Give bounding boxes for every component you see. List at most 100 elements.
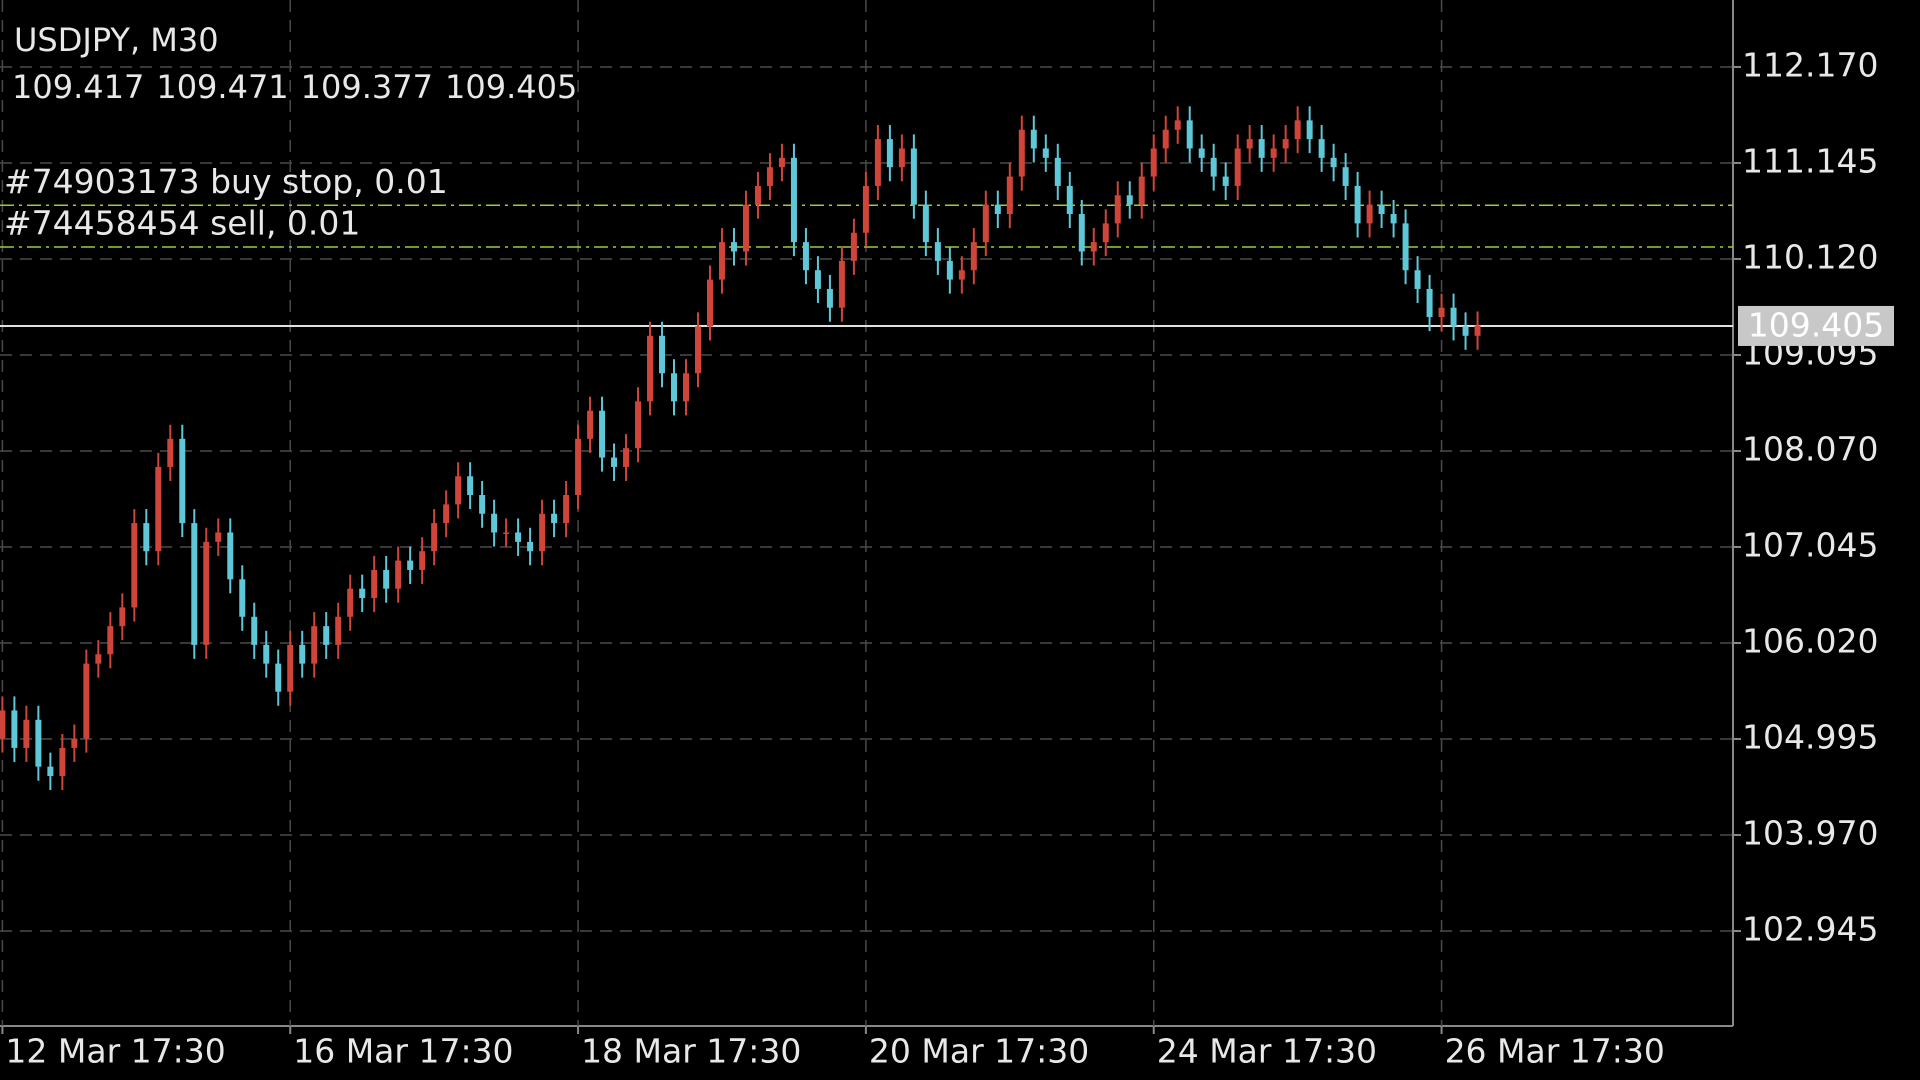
candle-body (910, 148, 917, 205)
candle-body (515, 532, 522, 542)
candle-body (1090, 242, 1097, 252)
candle-body (1054, 157, 1061, 186)
x-tick-label: 12 Mar 17:30 (5, 1032, 225, 1071)
candle-body (850, 232, 857, 261)
candle-body (1234, 148, 1241, 186)
order-label: #74458454 sell, 0.01 (4, 203, 360, 242)
candle-body (1198, 148, 1205, 158)
x-tick-label: 26 Mar 17:30 (1445, 1032, 1665, 1071)
candle-body (1474, 325, 1481, 336)
candle-body (766, 167, 773, 186)
candle-body (898, 148, 905, 168)
candle-body (383, 569, 390, 589)
candle-body (311, 626, 318, 664)
candle-body (191, 523, 198, 645)
candle-body (1402, 223, 1409, 271)
candle-body (479, 495, 486, 514)
candle-body (1126, 195, 1133, 205)
candle-body (323, 626, 330, 645)
candle-body (59, 747, 66, 777)
chart-title: USDJPY, M30 (14, 21, 219, 59)
candle-body (1378, 204, 1385, 215)
candle-body (1282, 139, 1289, 149)
candle-body (874, 139, 881, 186)
candle-body (814, 270, 821, 289)
candle-body (671, 373, 678, 402)
candle-body (419, 551, 426, 570)
candle-body (1030, 129, 1037, 149)
y-tick-label: 104.995 (1742, 718, 1878, 757)
candle-body (659, 335, 666, 374)
candle-body (958, 270, 965, 280)
candle-body (1018, 129, 1025, 177)
candle-body (730, 242, 737, 252)
candle-body (143, 523, 150, 552)
candle-body (946, 260, 953, 280)
candle-body (167, 438, 174, 467)
candle-body (1102, 223, 1109, 243)
candle-body (551, 513, 558, 524)
candle-body (11, 710, 18, 748)
candles (0, 106, 1481, 791)
candle-body (275, 663, 282, 692)
candle-body (299, 644, 306, 664)
candle-body (347, 588, 354, 617)
ohlc-value: 109.377 (301, 68, 433, 106)
y-tick-label: 112.170 (1742, 45, 1878, 84)
candle-body (431, 523, 438, 552)
x-tick-label: 20 Mar 17:30 (869, 1032, 1089, 1071)
candle-body (599, 410, 606, 458)
candle-body (47, 766, 54, 777)
labels: USDJPY, M30 109.417 109.471 109.377 109.405… (4, 21, 1894, 1071)
candle-body (1270, 148, 1277, 158)
candle-body (503, 532, 510, 534)
candle-body (1414, 270, 1421, 289)
y-tick-label: 102.945 (1742, 910, 1878, 949)
y-tick-label: 107.045 (1742, 526, 1878, 565)
candle-body (1318, 139, 1325, 158)
candle-body (83, 663, 90, 739)
candle-body (1114, 195, 1121, 224)
y-tick-label: 111.145 (1742, 141, 1878, 180)
candle-body (754, 185, 761, 205)
candle-body (575, 438, 582, 496)
candle-body (994, 204, 1001, 215)
candle-body (1294, 120, 1301, 140)
candle-body (359, 588, 366, 599)
candle-body (239, 579, 246, 617)
candle-body (934, 242, 941, 261)
candle-body (706, 279, 713, 327)
candle-body (1186, 120, 1193, 149)
candle-body (1450, 307, 1457, 327)
candle-body (886, 139, 893, 168)
candle-body (1366, 204, 1373, 224)
candle-body (1390, 214, 1397, 224)
candle-body (1222, 176, 1229, 186)
candle-body (371, 569, 378, 599)
candle-body (1246, 139, 1253, 149)
y-tick-label: 103.970 (1742, 814, 1878, 853)
candle-body (1354, 185, 1361, 224)
candle-body (263, 644, 270, 664)
candle-body (287, 644, 294, 692)
candle-body (1162, 129, 1169, 149)
candle-body (131, 523, 138, 608)
candle-body (107, 626, 114, 655)
order-label: #74903173 buy stop, 0.01 (4, 162, 448, 201)
candle-body (251, 616, 258, 645)
candle-body (443, 504, 450, 524)
price-label-box (1738, 305, 1894, 346)
candle-body (1138, 176, 1145, 205)
candle-body (1042, 148, 1049, 158)
candle-body (694, 326, 701, 374)
candle-body (982, 204, 989, 243)
candle-body (742, 204, 749, 252)
candle-body (95, 654, 102, 664)
grid (0, 0, 1741, 1034)
y-tick-label: 108.070 (1742, 429, 1878, 468)
candle-body (35, 719, 42, 767)
candle-body (718, 242, 725, 280)
candle-body (647, 335, 654, 402)
